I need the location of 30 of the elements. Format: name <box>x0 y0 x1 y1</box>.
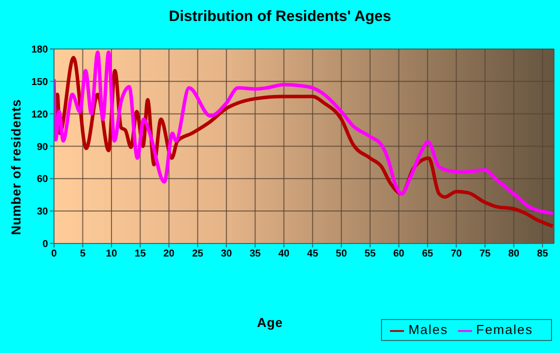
legend-label: Females <box>476 322 533 338</box>
x-tick-label: 60 <box>393 248 405 260</box>
x-tick-label: 5 <box>80 248 86 260</box>
y-tick-label: 90 <box>36 142 48 153</box>
x-tick-label: 45 <box>307 248 319 260</box>
chart-title: Distribution of Residents' Ages <box>168 8 392 25</box>
x-tick-label: 85 <box>536 248 549 260</box>
x-tick-label: 20 <box>163 248 175 260</box>
y-tick-label: 120 <box>31 109 48 120</box>
y-axis-title: Number of residents <box>8 99 24 235</box>
x-tick-label: 0 <box>51 248 58 260</box>
y-tick-label: 180 <box>31 44 48 56</box>
x-tick-label: 65 <box>422 248 434 260</box>
x-tick-label: 30 <box>220 248 232 260</box>
y-tick-label: 30 <box>36 206 48 218</box>
x-tick-label: 40 <box>278 248 290 260</box>
x-tick-label: 80 <box>508 248 520 260</box>
x-tick-label: 70 <box>450 248 462 260</box>
x-tick-label: 75 <box>479 248 492 260</box>
y-tick-label: 0 <box>42 238 48 250</box>
x-tick-label: 50 <box>336 248 348 260</box>
y-tick-label: 150 <box>31 76 48 88</box>
x-tick-label: 25 <box>192 248 204 260</box>
legend-label: Males <box>408 322 448 338</box>
x-tick-label: 55 <box>364 248 376 260</box>
y-tick-label: 60 <box>36 174 48 186</box>
x-tick-label: 35 <box>250 248 262 260</box>
x-axis-title: Age <box>256 315 284 330</box>
x-tick-label: 10 <box>106 248 118 260</box>
x-tick-label: 15 <box>134 248 146 260</box>
